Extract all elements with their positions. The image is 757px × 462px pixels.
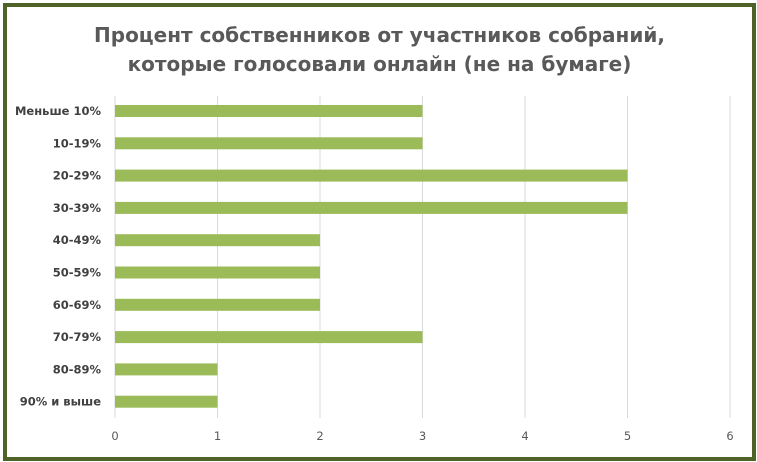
x-tick-label: 1 — [214, 429, 221, 443]
bar — [115, 363, 218, 376]
bar-layer — [115, 105, 628, 408]
category-labels: Меньше 10% 10-19% 20-29% 30-39% 40-49% 50-59%… — [15, 104, 101, 409]
category-label: 90% и выше — [20, 395, 101, 409]
x-tick-label: 6 — [726, 429, 733, 443]
category-label: 70-79% — [53, 330, 102, 344]
category-label: 40-49% — [53, 233, 102, 247]
bar — [115, 331, 423, 344]
bar — [115, 395, 218, 408]
bar — [115, 105, 423, 117]
x-tick-label: 0 — [111, 429, 118, 443]
chart-title-line-2: которые голосовали онлайн (не на бумаге) — [127, 52, 632, 76]
bar — [115, 201, 628, 214]
category-label: 20-29% — [53, 169, 102, 183]
x-tick-label: 3 — [419, 429, 426, 443]
x-tick-label: 5 — [624, 429, 631, 443]
category-label: 10-19% — [53, 136, 102, 150]
category-label: 30-39% — [53, 201, 102, 215]
category-label: 50-59% — [53, 266, 102, 280]
chart-title-line-1: Процент собственников от участников собр… — [94, 23, 665, 47]
bar — [115, 169, 628, 182]
category-label: 60-69% — [53, 298, 102, 312]
x-tick-label: 2 — [316, 429, 323, 443]
category-label: 80-89% — [53, 362, 102, 376]
bar — [115, 266, 320, 279]
bar — [115, 298, 320, 311]
chart-title: Процент собственников от участников собр… — [7, 21, 752, 79]
x-tick-labels: 0 1 2 3 4 5 6 — [111, 429, 733, 443]
bar — [115, 234, 320, 247]
chart-frame: Процент собственников от участников собр… — [3, 3, 756, 461]
x-tick-label: 4 — [521, 429, 528, 443]
bar — [115, 137, 423, 150]
category-label: Меньше 10% — [15, 104, 101, 118]
